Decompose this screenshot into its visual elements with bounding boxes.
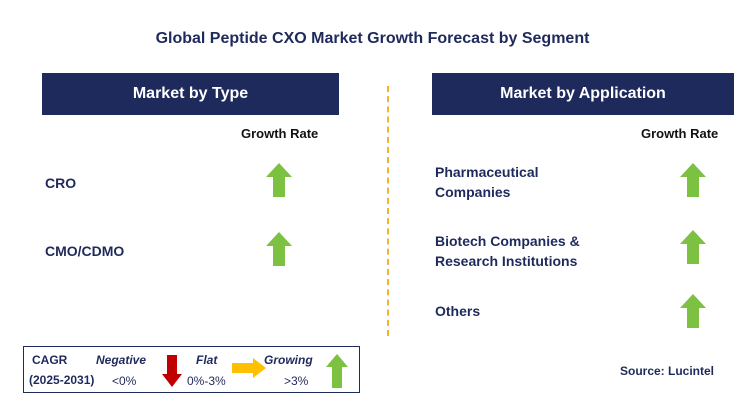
application-row-pharmaceutical-label: Pharmaceutical Companies [435, 164, 539, 200]
red-down-arrow-icon [162, 355, 182, 387]
page-title: Global Peptide CXO Market Growth Forecas… [155, 30, 590, 47]
panel-divider [387, 86, 389, 336]
legend-negative-label: Negative [96, 353, 147, 367]
legend-cagr-label: CAGR [32, 353, 68, 367]
application-row-others-label: Others [435, 303, 481, 319]
left-growth-rate-label: Growth Rate [241, 126, 319, 141]
legend-growing-label: Growing [264, 353, 313, 367]
legend-flat-range: 0%-3% [187, 374, 226, 388]
legend-growing-range: >3% [284, 374, 309, 388]
yellow-right-arrow-icon [232, 358, 266, 378]
legend-flat-label: Flat [196, 353, 218, 367]
green-up-arrow-icon [326, 354, 348, 388]
type-row-cro-label: CRO [45, 175, 77, 191]
right-growth-rate-label: Growth Rate [641, 126, 719, 141]
legend-period-label: (2025-2031) [29, 373, 95, 387]
type-row-cmo-cdmo-label: CMO/CDMO [45, 243, 125, 259]
green-up-arrow-icon [680, 230, 706, 264]
cagr-legend: CAGR (2025-2031) Negative <0% Flat 0%-3%… [23, 346, 360, 393]
green-up-arrow-icon [680, 163, 706, 197]
green-up-arrow-icon [680, 294, 706, 328]
green-up-arrow-icon [266, 163, 292, 197]
market-by-type-header: Market by Type [42, 73, 339, 115]
market-by-application-header: Market by Application [432, 73, 734, 115]
legend-negative-range: <0% [112, 374, 137, 388]
application-row-biotech-label: Biotech Companies & Research Institution… [435, 233, 580, 269]
green-up-arrow-icon [266, 232, 292, 266]
source-label: Source: Lucintel [620, 364, 715, 378]
